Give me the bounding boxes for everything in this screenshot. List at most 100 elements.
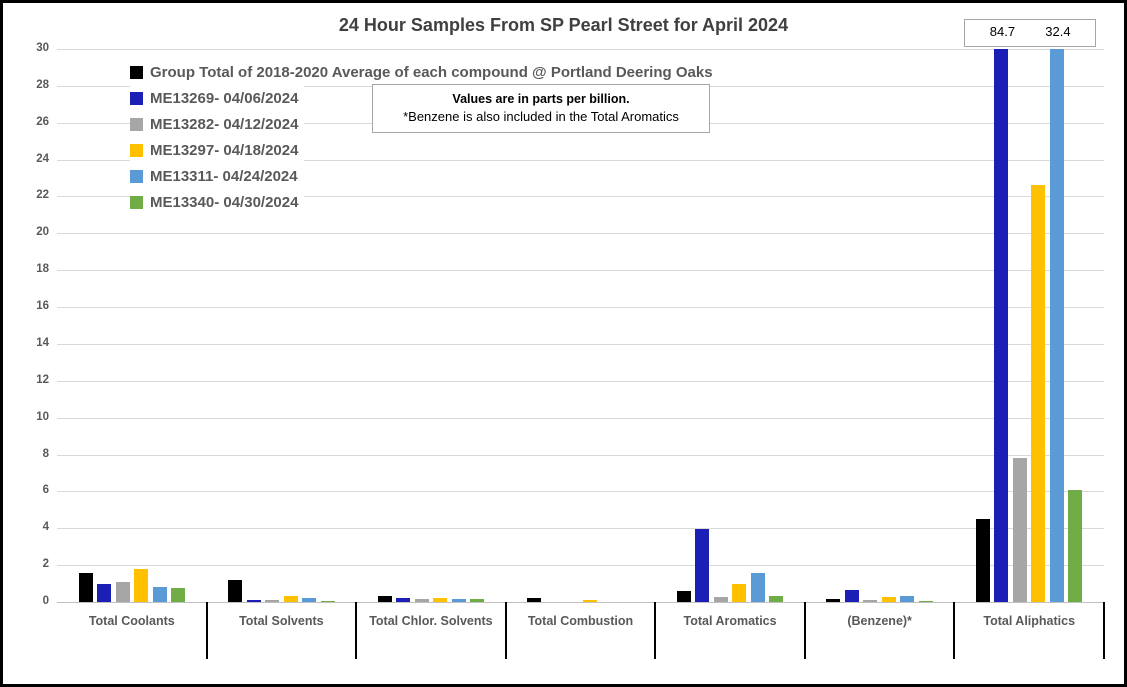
bar	[863, 600, 878, 602]
bar	[302, 598, 317, 602]
bar	[433, 598, 448, 602]
bar	[918, 601, 933, 602]
legend-swatch-icon	[130, 195, 143, 209]
gridline	[57, 380, 1104, 382]
bar	[451, 599, 466, 602]
bar	[676, 590, 691, 602]
legend-item: ME13269- 04/06/2024	[130, 85, 305, 111]
bar	[78, 573, 93, 602]
bar	[115, 581, 130, 602]
gridline	[57, 565, 1104, 567]
y-axis-label: 22	[36, 189, 49, 202]
bar	[769, 596, 784, 602]
overflow-value: 84.7	[989, 24, 1016, 39]
legend: Group Total of 2018-2020 Average of each…	[130, 59, 719, 215]
gridline	[57, 233, 1104, 235]
category-separator	[205, 602, 208, 659]
note-line-1: Values are in parts per billion.	[452, 92, 630, 106]
gridline	[57, 528, 1104, 530]
y-axis-label: 30	[36, 42, 49, 54]
bar	[994, 49, 1009, 602]
bar	[265, 600, 280, 602]
category-separator	[504, 602, 507, 659]
bar	[975, 519, 990, 602]
y-axis-label: 28	[36, 78, 49, 91]
legend-swatch-icon	[130, 65, 143, 79]
gridline	[57, 307, 1104, 309]
gridline	[57, 159, 1104, 161]
bar	[246, 600, 261, 602]
legend-label: Group Total of 2018-2020 Average of each…	[150, 63, 713, 81]
legend-label: ME13311- 04/24/2024	[150, 167, 298, 185]
y-axis-label: 0	[42, 595, 49, 607]
gridline	[57, 602, 1104, 603]
x-axis-label: (Benzene)*	[847, 614, 912, 628]
y-axis-label: 14	[36, 336, 49, 349]
gridline	[57, 454, 1104, 456]
chart-title: 24 Hour Samples From SP Pearl Street for…	[338, 15, 789, 35]
bar	[1031, 185, 1046, 602]
legend-item: ME13311- 04/24/2024	[130, 163, 304, 189]
category-separator	[355, 602, 358, 659]
gridline	[57, 491, 1104, 493]
bar	[750, 572, 765, 602]
legend-item: ME13340- 04/30/2024	[130, 189, 305, 215]
legend-item: ME13297- 04/18/2024	[130, 137, 305, 163]
y-axis-label: 18	[36, 263, 49, 276]
bar	[1049, 49, 1064, 602]
category-separator	[654, 602, 657, 659]
legend-swatch-icon	[130, 91, 143, 105]
bar	[171, 588, 186, 602]
y-axis-label: 6	[42, 484, 49, 497]
bar	[414, 599, 429, 602]
y-axis-label: 12	[36, 373, 49, 386]
note-line-2: *Benzene is also included in the Total A…	[403, 109, 679, 124]
bar	[826, 599, 841, 602]
category-separator	[953, 602, 956, 659]
y-axis-label: 20	[36, 226, 49, 239]
legend-swatch-icon	[130, 169, 143, 183]
y-axis-label: 26	[36, 115, 49, 128]
y-axis-label: 16	[36, 300, 49, 313]
x-axis-label: Total Aliphatics	[983, 614, 1076, 628]
legend-label: ME13297- 04/18/2024	[150, 141, 299, 159]
legend-label: ME13340- 04/30/2024	[150, 193, 299, 211]
legend-item: Group Total of 2018-2020 Average of each…	[130, 59, 719, 85]
y-axis-label: 2	[42, 558, 49, 571]
bar	[732, 583, 747, 602]
x-axis-label: Total Solvents	[239, 614, 324, 628]
bar	[152, 587, 167, 602]
category-separator	[803, 602, 806, 659]
bar	[396, 598, 411, 602]
overflow-value: 32.4	[1045, 24, 1071, 39]
x-axis-label: Total Combustion	[527, 614, 634, 628]
bar	[228, 579, 243, 602]
x-axis-label: Total Chlor. Solvents	[369, 614, 493, 628]
bar	[377, 595, 392, 602]
y-axis-label: 8	[42, 447, 49, 460]
legend-item: ME13282- 04/12/2024	[130, 111, 305, 137]
bar	[881, 597, 896, 602]
overflow-label-box: 84.7 32.4	[964, 19, 1096, 47]
y-axis-label: 10	[36, 410, 49, 423]
bar	[134, 568, 149, 602]
gridline	[57, 49, 1104, 50]
y-axis-label: 4	[42, 521, 49, 534]
bar	[1068, 489, 1083, 602]
gridline	[57, 343, 1104, 345]
y-axis-label: 24	[36, 152, 49, 165]
legend-label: ME13269- 04/06/2024	[150, 89, 299, 107]
gridline	[57, 417, 1104, 419]
bar	[97, 584, 112, 602]
bar	[1012, 458, 1027, 602]
x-axis-label: Total Aromatics	[683, 614, 777, 628]
bar	[283, 595, 298, 602]
legend-label: ME13282- 04/12/2024	[150, 115, 299, 133]
legend-swatch-icon	[130, 143, 143, 157]
note-box: Values are in parts per billion. *Benzen…	[372, 84, 710, 133]
gridline	[57, 270, 1104, 272]
bar	[527, 598, 542, 602]
x-axis-label: Total Coolants	[88, 614, 175, 628]
bar	[900, 596, 915, 602]
